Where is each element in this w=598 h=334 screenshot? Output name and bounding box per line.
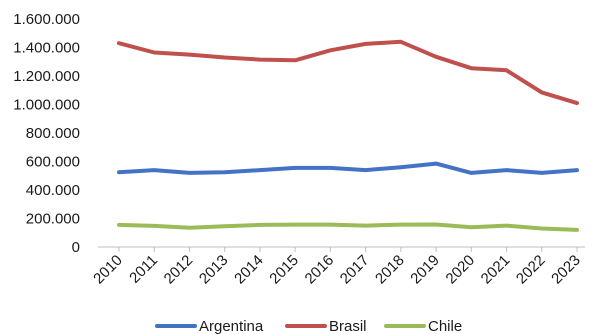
x-tick-label: 2014 [231, 252, 267, 288]
x-tick-label: 2023 [548, 252, 584, 288]
x-tick-label: 2017 [337, 252, 373, 288]
y-tick-label: 1.000.000 [13, 97, 80, 114]
y-tick-label: 0 [72, 239, 80, 256]
y-tick-label: 1.600.000 [13, 11, 80, 28]
legend-label-chile: Chile [428, 318, 462, 334]
y-tick-label: 200.000 [26, 211, 80, 228]
series-line-argentina [117, 161, 579, 175]
y-tick-label: 1.400.000 [13, 40, 80, 57]
x-tick-label: 2012 [161, 252, 197, 288]
y-tick-label: 800.000 [26, 125, 80, 142]
x-tick-label: 2011 [126, 252, 161, 287]
x-tick-label: 2021 [478, 252, 514, 288]
y-axis: 0 200.000 400.000 600.000 800.000 1.000.000 1.… [13, 11, 80, 256]
legend-label-argentina: Argentina [199, 318, 264, 334]
x-tick-label: 2013 [196, 252, 232, 288]
y-tick-label: 600.000 [26, 154, 80, 171]
legend: Argentina Brasil Chile [155, 318, 462, 334]
legend-label-brasil: Brasil [329, 318, 367, 334]
x-tick-label: 2018 [372, 252, 408, 288]
y-tick-label: 1.200.000 [13, 68, 80, 85]
x-axis: 2010 2011 2012 2013 2014 2015 2016 2017 2018 2019… [90, 246, 585, 288]
series-line-chile [117, 222, 579, 232]
x-tick-label: 2010 [90, 252, 126, 288]
x-tick-label: 2019 [407, 252, 443, 288]
series-lines [117, 39, 579, 232]
y-tick-label: 400.000 [26, 182, 80, 199]
x-tick-label: 2022 [513, 252, 549, 288]
x-tick-label: 2016 [302, 252, 338, 288]
series-line-brasil [117, 39, 579, 106]
x-tick-label: 2015 [266, 252, 302, 288]
x-tick-label: 2020 [443, 252, 479, 288]
